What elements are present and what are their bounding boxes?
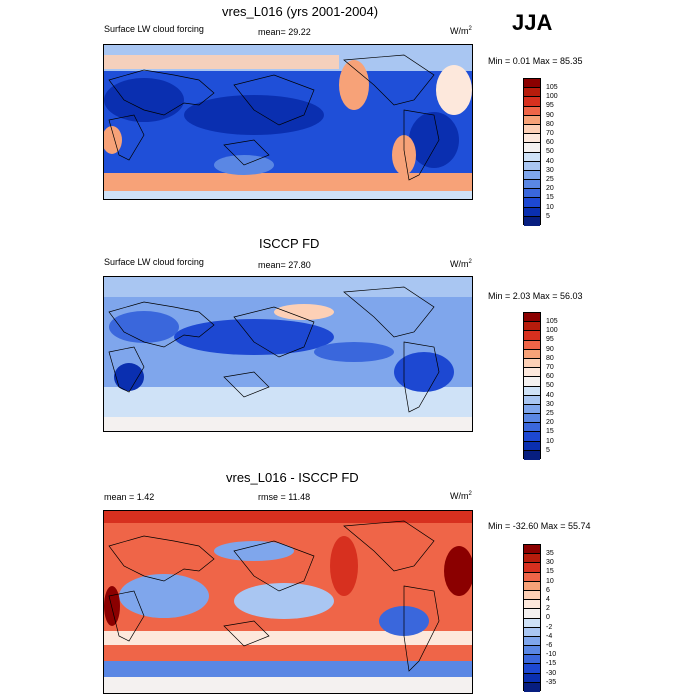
- panel-1-minmax: Min = 0.01 Max = 85.35: [488, 56, 583, 66]
- colorbar-tick-label: -15: [546, 660, 557, 668]
- colorbar-tick-label: 5: [546, 446, 550, 454]
- colorbar-tick-label: 10: [546, 437, 554, 445]
- colorbar-tick-label: 15: [546, 428, 554, 436]
- panel-1-map: [103, 44, 473, 200]
- colorbar-tick-label: 80: [546, 354, 554, 362]
- panel-1-mean: mean= 29.22: [258, 27, 311, 37]
- colorbar-tick-label: 60: [546, 373, 554, 381]
- panel-2-mean: mean= 27.80: [258, 260, 311, 270]
- colorbar-tick-label: 20: [546, 185, 554, 193]
- colorbar-tick-label: -2: [546, 623, 553, 631]
- colorbar-tick-label: 105: [546, 84, 558, 91]
- colorbar-tick-label: 6: [546, 586, 550, 594]
- panel-2-map: [103, 276, 473, 432]
- colorbar-tick-label: 105: [546, 318, 558, 325]
- colorbar-tick-label: 25: [546, 410, 554, 418]
- colorbar-tick-label: 50: [546, 148, 554, 156]
- colorbar-tick-label: 40: [546, 157, 554, 165]
- colorbar-tick-label: 50: [546, 382, 554, 390]
- colorbar-tick-label: -35: [546, 678, 557, 686]
- colorbar-tick-label: -30: [546, 669, 557, 677]
- colorbar-tick-label: 100: [546, 327, 558, 335]
- colorbar-tick-label: 90: [546, 345, 554, 353]
- panel-1-variable: Surface LW cloud forcing: [104, 24, 204, 34]
- colorbar-tick-label: 100: [546, 93, 558, 101]
- panel-2-title: ISCCP FD: [259, 236, 320, 251]
- colorbar-tick-label: 15: [546, 194, 554, 202]
- panel-3-map: [103, 510, 473, 694]
- colorbar-tick-label: 70: [546, 364, 554, 372]
- panel-3-rmse: rmse = 11.48: [258, 492, 311, 502]
- colorbar-tick-label: 0: [546, 614, 550, 622]
- panel-2-colorbar-labels: 105 100 95 90 80 70 60 50 40 30 25 20 15…: [546, 317, 558, 455]
- panel-3-colorbar: [523, 544, 541, 692]
- colorbar-tick-label: 2: [546, 605, 550, 613]
- colorbar-tick-label: -10: [546, 651, 557, 659]
- colorbar-tick-label: 95: [546, 336, 554, 344]
- colorbar-tick-label: -4: [546, 632, 553, 640]
- panel-1-units: W/m2: [450, 26, 472, 36]
- colorbar-tick-label: 60: [546, 139, 554, 147]
- panel-1-colorbar-labels: 105 100 95 90 80 70 60 50 40 30 25 20 15…: [546, 83, 558, 221]
- colorbar-tick-label: 40: [546, 391, 554, 399]
- colorbar-tick-label: 5: [546, 212, 550, 220]
- panel-1-colorbar: [523, 78, 541, 226]
- colorbar-tick-label: 20: [546, 419, 554, 427]
- panel-2-units: W/m2: [450, 259, 472, 269]
- panel-2-variable: Surface LW cloud forcing: [104, 257, 204, 267]
- colorbar-tick-label: 10: [546, 577, 554, 585]
- panel-3-colorbar-labels: 35 30 15 10 6 4 2 0 -2 -4 -6 -10 -15 -30…: [546, 549, 556, 687]
- panel-2-minmax: Min = 2.03 Max = 56.03: [488, 291, 583, 301]
- colorbar-tick-label: 10: [546, 203, 554, 211]
- colorbar-tick-label: 35: [546, 550, 554, 557]
- panel-2-colorbar: [523, 312, 541, 460]
- colorbar-tick-label: 15: [546, 568, 554, 576]
- panel-3-mean: mean = 1.42: [104, 492, 155, 502]
- panel-1-title: vres_L016 (yrs 2001-2004): [222, 4, 379, 19]
- panel-3-minmax: Min = -32.60 Max = 55.74: [488, 521, 591, 531]
- panel-3-title: vres_L016 - ISCCP FD: [226, 470, 359, 485]
- colorbar-tick-label: -6: [546, 642, 553, 650]
- colorbar-tick-label: 4: [546, 596, 550, 604]
- colorbar-tick-label: 80: [546, 120, 554, 128]
- colorbar-tick-label: 90: [546, 111, 554, 119]
- season-label: JJA: [512, 10, 553, 35]
- colorbar-tick-label: 70: [546, 130, 554, 138]
- colorbar-tick-label: 30: [546, 166, 554, 174]
- colorbar-tick-label: 30: [546, 400, 554, 408]
- panel-3-units: W/m2: [450, 491, 472, 501]
- colorbar-tick-label: 95: [546, 102, 554, 110]
- colorbar-tick-label: 25: [546, 176, 554, 184]
- colorbar-tick-label: 30: [546, 559, 554, 567]
